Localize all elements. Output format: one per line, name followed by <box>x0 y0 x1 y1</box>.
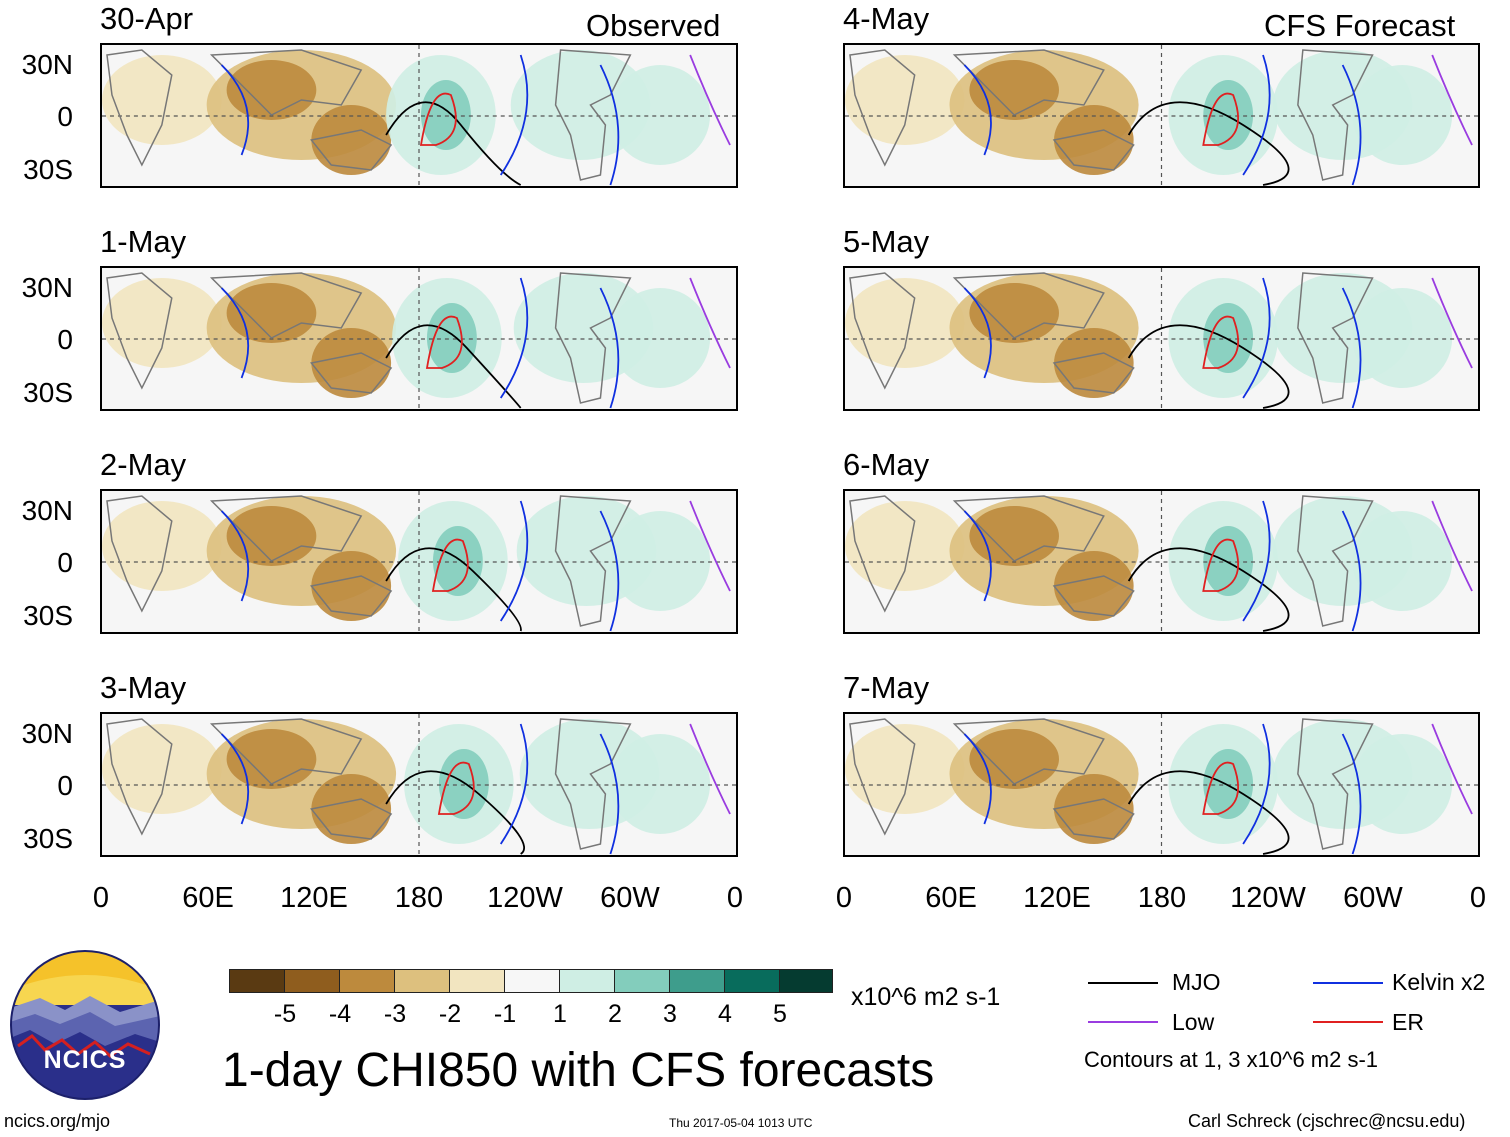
lon-tick-left: 0 <box>726 882 744 914</box>
lon-tick-right: 60W <box>1343 882 1403 914</box>
footer-author: Carl Schreck (cjschrec@ncsu.edu) <box>1188 1111 1466 1131</box>
map-panel-left-4 <box>100 712 738 857</box>
map-field <box>102 268 736 409</box>
lon-tick-right: 180 <box>1137 882 1187 914</box>
lat-tick: 30N <box>21 49 73 80</box>
map-panel-right-2 <box>843 266 1480 411</box>
panel-date-right-2: 5-May <box>843 224 930 259</box>
lat-tick: 30S <box>23 154 73 185</box>
lon-tick-right: 60E <box>925 882 977 914</box>
forecast-heading: CFS Forecast <box>1264 8 1456 43</box>
colorbar-cell <box>559 969 615 993</box>
colorbar-tick: -1 <box>493 1000 517 1028</box>
map-field <box>845 491 1478 632</box>
lon-tick-left: 120W <box>487 882 563 914</box>
map-panel-left-1 <box>100 43 738 188</box>
legend-swatch-mjo <box>1088 982 1158 984</box>
colorbar-cell <box>284 969 340 993</box>
legend-swatch-er <box>1313 1021 1383 1023</box>
map-panel-left-2 <box>100 266 738 411</box>
panel-date-left-3: 2-May <box>100 447 187 482</box>
colorbar-tick: -4 <box>328 1000 352 1028</box>
lat-tick: 30S <box>23 600 73 631</box>
lat-tick: 30N <box>21 495 73 526</box>
lat-tick: 30S <box>23 823 73 854</box>
lat-tick: 30N <box>21 718 73 749</box>
legend-label-er: ER <box>1392 1009 1424 1035</box>
colorbar-tick: 2 <box>608 1000 622 1028</box>
contours-note: Contours at 1, 3 x10^6 m2 s-1 <box>1084 1047 1379 1072</box>
colorbar-cell <box>669 969 725 993</box>
lon-tick-left: 120E <box>280 882 348 914</box>
legend-label-low: Low <box>1172 1009 1215 1035</box>
colorbar-tick: -3 <box>383 1000 407 1028</box>
colorbar-tick: 3 <box>663 1000 677 1028</box>
observed-heading: Observed <box>586 8 721 43</box>
lon-tick-right: 120E <box>1023 882 1091 914</box>
lon-tick-left: 180 <box>394 882 444 914</box>
colorbar-tick: -5 <box>273 1000 297 1028</box>
map-field <box>102 714 736 855</box>
lat-tick: 30N <box>21 272 73 303</box>
legend-label-mjo: MJO <box>1172 969 1221 995</box>
legend-label-kelvin: Kelvin x2 <box>1392 969 1486 995</box>
lon-tick-left: 60E <box>182 882 234 914</box>
colorbar-tick: 1 <box>553 1000 567 1028</box>
colorbar-cell <box>504 969 560 993</box>
legend-swatch-kelvin <box>1313 982 1383 984</box>
map-field <box>845 268 1478 409</box>
lon-tick-left: 60W <box>600 882 660 914</box>
figure-title: 1-day CHI850 with CFS forecasts <box>222 1044 935 1097</box>
colorbar-cell <box>779 969 833 993</box>
lon-tick-left: 0 <box>92 882 110 914</box>
colorbar-cell <box>449 969 505 993</box>
panel-date-left-1: 30-Apr <box>100 1 194 36</box>
panel-date-right-1: 4-May <box>843 1 930 36</box>
lat-tick: 30S <box>23 377 73 408</box>
footer-url[interactable]: ncics.org/mjo <box>4 1111 111 1131</box>
lat-tick: 0 <box>57 101 73 132</box>
map-field <box>102 491 736 632</box>
colorbar-units: x10^6 m2 s-1 <box>851 983 1001 1011</box>
colorbar-cell <box>229 969 285 993</box>
ncics-logo: NCICS <box>10 950 160 1100</box>
logo-text: NCICS <box>43 1046 127 1074</box>
panel-date-right-3: 6-May <box>843 447 930 482</box>
panel-date-left-2: 1-May <box>100 224 187 259</box>
panel-date-right-4: 7-May <box>843 670 930 705</box>
colorbar-tick: 4 <box>718 1000 732 1028</box>
lat-tick: 0 <box>57 547 73 578</box>
colorbar-cell <box>724 969 780 993</box>
lon-tick-right: 0 <box>1469 882 1487 914</box>
map-panel-right-3 <box>843 489 1480 634</box>
map-panel-left-3 <box>100 489 738 634</box>
colorbar-tick: 5 <box>773 1000 787 1028</box>
lat-tick: 0 <box>57 324 73 355</box>
lon-tick-right: 120W <box>1230 882 1306 914</box>
map-field <box>845 45 1478 186</box>
colorbar-cell <box>394 969 450 993</box>
colorbar-cell <box>614 969 670 993</box>
lat-tick: 0 <box>57 770 73 801</box>
colorbar-tick: -2 <box>438 1000 462 1028</box>
legend-swatch-low <box>1088 1021 1158 1023</box>
logo-graphic <box>10 950 160 1100</box>
map-field <box>845 714 1478 855</box>
map-field <box>102 45 736 186</box>
map-panel-right-4 <box>843 712 1480 857</box>
colorbar-cell <box>339 969 395 993</box>
footer-timestamp: Thu 2017-05-04 1013 UTC <box>669 1116 813 1130</box>
map-panel-right-1 <box>843 43 1480 188</box>
panel-date-left-4: 3-May <box>100 670 187 705</box>
lon-tick-right: 0 <box>835 882 853 914</box>
